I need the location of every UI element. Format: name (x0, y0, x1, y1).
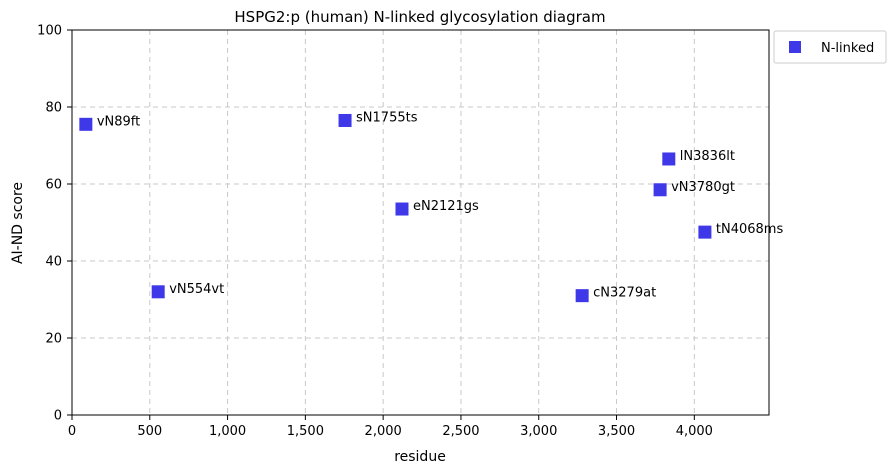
x-tick-label: 0 (68, 424, 76, 439)
data-point-label: vN89ft (97, 114, 140, 129)
x-tick-label: 2,000 (365, 424, 402, 439)
y-tick-label: 20 (45, 332, 62, 347)
x-axis-ticks: 0 500 1,000 1,500 2,000 2,500 3,000 3,500 4,000 (68, 415, 713, 439)
grid-lines (72, 30, 769, 415)
data-point-label: lN3836lt (680, 149, 735, 164)
data-point-label: vN3780gt (671, 180, 735, 195)
data-point (79, 117, 93, 131)
x-tick-label: 3,500 (598, 424, 635, 439)
legend-box (773, 30, 887, 64)
legend: N-linked (773, 30, 887, 64)
chart-title: HSPG2:p (human) N-linked glycosylation d… (234, 8, 605, 26)
y-tick-label: 100 (37, 24, 62, 39)
legend-label: N-linked (821, 41, 874, 56)
data-point-label: eN2121gs (413, 199, 479, 214)
data-point (575, 289, 589, 303)
x-tick-label: 1,500 (287, 424, 324, 439)
data-point (653, 183, 667, 197)
y-axis-ticks: 0 20 40 60 80 100 (37, 24, 72, 424)
data-point (151, 285, 165, 299)
y-axis-label: AI-ND score (10, 182, 26, 264)
data-point-label: vN554vt (169, 282, 224, 297)
data-point (662, 152, 676, 166)
x-tick-label: 500 (137, 424, 162, 439)
data-points: vN89ft vN554vt sN1755ts eN2121gs cN3279at vN3… (79, 110, 784, 303)
x-axis-label: residue (394, 449, 446, 465)
data-point-label: tN4068ms (716, 222, 784, 237)
y-tick-label: 80 (45, 101, 62, 116)
data-point (338, 113, 352, 127)
x-tick-label: 3,000 (520, 424, 557, 439)
y-tick-label: 60 (45, 178, 62, 193)
data-point (395, 202, 409, 216)
data-point-label: sN1755ts (356, 110, 418, 125)
y-tick-label: 40 (45, 255, 62, 270)
x-tick-label: 4,000 (676, 424, 713, 439)
data-point-label: cN3279at (593, 286, 656, 301)
data-point (698, 225, 712, 239)
x-tick-label: 1,000 (209, 424, 246, 439)
x-tick-label: 2,500 (442, 424, 479, 439)
legend-marker (789, 41, 801, 53)
plot-area (71, 29, 770, 416)
y-tick-label: 0 (54, 409, 62, 424)
